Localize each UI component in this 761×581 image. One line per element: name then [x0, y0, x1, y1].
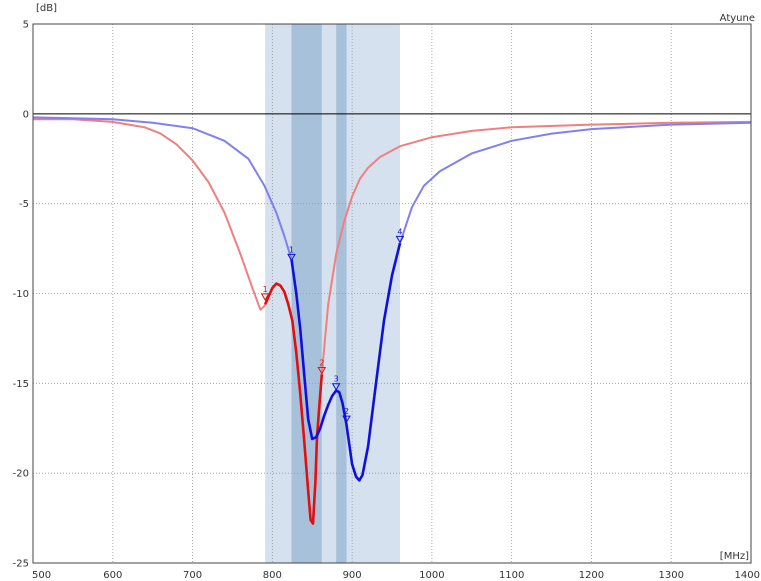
plot-frame: [32, 23, 752, 564]
y-axis-unit-label: [dB]: [36, 3, 57, 14]
y-tick-label: -25: [13, 559, 29, 570]
marker-label: 3: [334, 375, 339, 384]
marker-triangle: [342, 415, 351, 424]
y-tick-label: -15: [13, 379, 29, 390]
x-tick-label: 700: [183, 570, 202, 581]
marker-triangle: [395, 235, 405, 244]
x-tick-label: 1300: [658, 570, 683, 581]
y-tick-label: 5: [23, 20, 29, 31]
marker-triangle: [287, 253, 296, 262]
x-tick-label: 1100: [499, 570, 524, 581]
marker-triangle: [331, 383, 341, 391]
x-axis-unit-label: [MHz]: [720, 551, 749, 562]
tick-label-layer: 500 600 700 800 900 1000 1100 1200 1300 1400 5 0 -5 -…: [13, 20, 760, 581]
marker-label: 2: [344, 407, 349, 416]
y-tick-label: -20: [13, 469, 29, 480]
x-tick-label: 1000: [419, 570, 444, 581]
y-tick-label: -10: [13, 289, 29, 300]
band-2: [336, 24, 347, 563]
marker-layer: 1 2 1 3 2 4: [260, 227, 405, 424]
series-1-highlight: [264, 282, 324, 525]
series-2-highlight: [290, 242, 402, 482]
x-tick-label: 500: [32, 570, 51, 581]
x-tick-label: 1400: [735, 570, 760, 581]
marker-label: 1: [289, 245, 294, 254]
x-tick-label: 600: [103, 570, 122, 581]
marker-label: 1: [263, 285, 268, 294]
marker-label: 2: [319, 359, 324, 368]
x-tick-label: 900: [343, 570, 362, 581]
y-tick-label: 0: [23, 109, 29, 120]
y-tick-label: -5: [19, 199, 29, 210]
marker-triangle: [260, 293, 270, 301]
x-tick-label: 1200: [579, 570, 604, 581]
marker-triangle: [317, 367, 327, 375]
corner-label: Atyune: [720, 13, 755, 24]
x-tick-label: 800: [263, 570, 282, 581]
marker-label: 4: [397, 227, 402, 236]
